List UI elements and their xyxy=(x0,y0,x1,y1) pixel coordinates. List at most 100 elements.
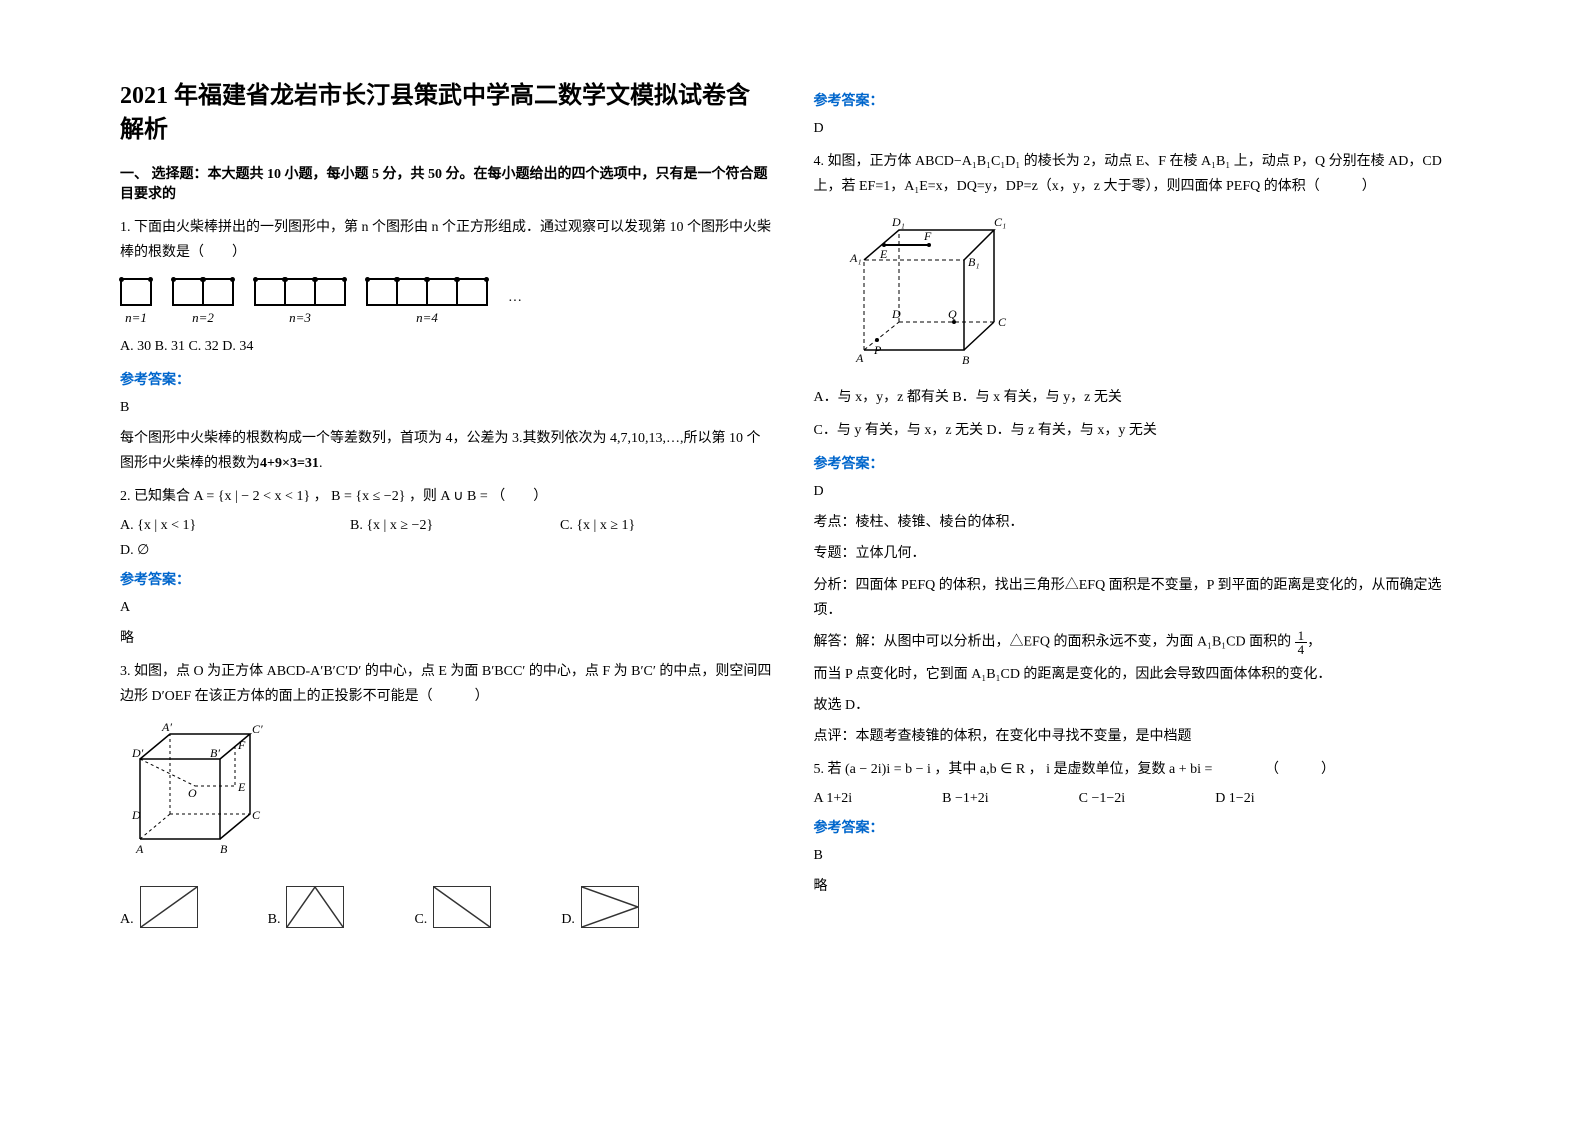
q4-fx: 分析：四面体 PEFQ 的体积，找出三角形△EFQ 面积是不变量，P 到平面的距… xyxy=(814,573,1468,623)
svg-text:C′: C′ xyxy=(252,722,263,736)
svg-text:B′: B′ xyxy=(210,746,220,760)
exam-page: 2021 年福建省龙岩市长汀县策武中学高二数学文模拟试卷含解析 一、 选择题：本… xyxy=(0,0,1587,1122)
svg-text:A₁: A₁ xyxy=(849,251,862,265)
q4-opts-cd: C．与 y 有关，与 x，z 无关 D．与 z 有关，与 x，y 无关 xyxy=(814,418,1468,443)
svg-text:E: E xyxy=(879,247,888,261)
svg-text:C₁: C₁ xyxy=(994,215,1006,229)
q5-opt-c: C −1−2i xyxy=(1079,791,1126,807)
right-column: 参考答案： D 4. 如图，正方体 ABCD−A₁B₁C₁D₁ 的棱长为 2，动… xyxy=(794,80,1488,1082)
q5-answer-body: 略 xyxy=(814,874,1468,899)
q1-options: A. 30 B. 31 C. 32 D. 34 xyxy=(120,334,774,359)
svg-text:C: C xyxy=(998,315,1007,329)
svg-text:O: O xyxy=(188,786,197,800)
left-column: 2021 年福建省龙岩市长汀县策武中学高二数学文模拟试卷含解析 一、 选择题：本… xyxy=(100,80,794,1082)
q2-options-row2: D. ∅ xyxy=(120,542,774,559)
q1-answer-letter: B xyxy=(120,395,774,420)
q2-set-b: B = {x ≤ −2} xyxy=(331,489,405,504)
svg-text:D: D xyxy=(131,808,141,822)
q1-answer-text: 每个图形中火柴棒的根数构成一个等差数列，首项为 4，公差为 3.其数列依次为 4… xyxy=(120,431,761,471)
q1-answer-body: 每个图形中火柴棒的根数构成一个等差数列，首项为 4，公差为 3.其数列依次为 4… xyxy=(120,426,774,476)
q1-answer-formula: 4+9×3=31 xyxy=(260,456,319,471)
q4-cube-figure: D₁ C₁ A₁ E F B₁ D Q C A P B xyxy=(844,210,1468,375)
q3-label-dp: D′ xyxy=(131,746,144,760)
q3-opt-b-label: B. xyxy=(268,912,281,928)
q3-cube-figure: D′ C′ A′ B′ F O E D C A B xyxy=(120,719,774,874)
svg-text:B₁: B₁ xyxy=(968,255,980,269)
q5-ab: a,b ∈ R xyxy=(980,762,1025,777)
q4-jd2: 而当 P 点变化时，它到面 A₁B₁CD 的距离是变化的，因此会导致四面体体积的… xyxy=(814,662,1468,687)
svg-text:D: D xyxy=(891,307,901,321)
q5-opt-a: A 1+2i xyxy=(814,791,853,807)
q4-jd-pre: 解答：解：从图中可以分析出，△EFQ 的面积永远不变，为面 A₁B₁CD 面积的 xyxy=(814,635,1292,650)
q2-opt-b: B. {x | x ≥ −2} xyxy=(350,518,530,534)
q5-opt-b: B −1+2i xyxy=(942,791,989,807)
q2-options-row1: A. {x | x < 1} B. {x | x ≥ −2} C. {x | x… xyxy=(120,518,774,534)
q2-answer-letter: A xyxy=(120,595,774,620)
q2-answer-body: 略 xyxy=(120,626,774,651)
q4-jd1: 解答：解：从图中可以分析出，△EFQ 的面积永远不变，为面 A₁B₁CD 面积的… xyxy=(814,629,1468,656)
q3-opt-b: B. xyxy=(268,886,345,928)
q5-mid2: ， i 是虚数单位，复数 xyxy=(1029,762,1169,777)
q2-pre: 2. 已知集合 xyxy=(120,489,194,504)
q4-zt: 专题：立体几何． xyxy=(814,541,1468,566)
q2-opt-d: D. ∅ xyxy=(120,542,149,559)
svg-text:P: P xyxy=(873,343,882,357)
q3-opt-a: A. xyxy=(120,886,198,928)
q1-figures: n=1 n=2 n=3 n=4 ··· xyxy=(120,278,774,326)
svg-text:B: B xyxy=(962,353,970,367)
svg-text:A′: A′ xyxy=(161,720,172,734)
q5-options: A 1+2i B −1+2i C −1−2i D 1−2i xyxy=(814,791,1468,807)
q1-fig-dots: ··· xyxy=(508,294,522,310)
q2-comma: ， xyxy=(314,489,328,504)
svg-text:E: E xyxy=(237,780,246,794)
q3-answer-label: 参考答案： xyxy=(814,90,1468,110)
q2-answer-label: 参考答案： xyxy=(120,569,774,589)
q3-opt-c: C. xyxy=(414,886,491,928)
q4-opts-ab: A．与 x，y，z 都有关 B．与 x 有关，与 y，z 无关 xyxy=(814,385,1468,410)
exam-title: 2021 年福建省龙岩市长汀县策武中学高二数学文模拟试卷含解析 xyxy=(120,80,774,147)
q2-post: ，则 A ∪ B = （ ） xyxy=(409,489,547,504)
svg-text:C: C xyxy=(252,808,261,822)
q5-pre: 5. 若 xyxy=(814,762,846,777)
q5-mid: ，其中 xyxy=(934,762,980,777)
q5-answer-label: 参考答案： xyxy=(814,817,1468,837)
svg-text:Q: Q xyxy=(948,307,957,321)
q1-text: 1. 下面由火柴棒拼出的一列图形中，第 n 个图形由 n 个正方形组成．通过观察… xyxy=(120,215,774,265)
q5-text: 5. 若 (a − 2i)i = b − i ，其中 a,b ∈ R ， i 是… xyxy=(814,757,1468,782)
q3-opt-c-label: C. xyxy=(414,912,427,928)
q4-jd-comma: ， xyxy=(1307,635,1321,650)
q3-opt-d-label: D. xyxy=(561,912,575,928)
q4-answer-letter: D xyxy=(814,479,1468,504)
q2-text: 2. 已知集合 A = {x | − 2 < x < 1} ， B = {x ≤… xyxy=(120,484,774,509)
q1-answer-label: 参考答案： xyxy=(120,369,774,389)
q5-eq: (a − 2i)i = b − i xyxy=(845,762,931,777)
svg-text:F: F xyxy=(237,738,246,752)
q3-opt-d: D. xyxy=(561,886,639,928)
q4-jd3: 故选 D． xyxy=(814,693,1468,718)
q5-expr: a + bi = xyxy=(1169,762,1212,777)
q1-fig-n2: n=2 xyxy=(172,278,234,326)
q4-dp: 点评：本题考查棱锥的体积，在变化中寻找不变量，是中档题 xyxy=(814,724,1468,749)
q5-post: （ ） xyxy=(1216,762,1335,777)
q3-projection-options: A. B. C. D. xyxy=(120,886,774,928)
svg-text:D₁: D₁ xyxy=(891,215,905,229)
q3-answer-letter: D xyxy=(814,116,1468,141)
q4-fraction: 14 xyxy=(1295,629,1308,656)
q4-kd: 考点：棱柱、棱锥、棱台的体积． xyxy=(814,510,1468,535)
q2-opt-c: C. {x | x ≥ 1} xyxy=(560,518,635,534)
q1-fig-n1: n=1 xyxy=(120,278,152,326)
q5-answer-letter: B xyxy=(814,843,1468,868)
svg-text:B: B xyxy=(220,842,228,856)
svg-text:A: A xyxy=(855,351,864,365)
q5-opt-d: D 1−2i xyxy=(1215,791,1254,807)
q3-opt-a-label: A. xyxy=(120,912,134,928)
q2-set-a: A = {x | − 2 < x < 1} xyxy=(194,489,311,504)
q1-fig-n3: n=3 xyxy=(254,278,346,326)
section-1-heading: 一、 选择题：本大题共 10 小题，每小题 5 分，共 50 分。在每小题给出的… xyxy=(120,163,774,203)
svg-text:A: A xyxy=(135,842,144,856)
q4-answer-label: 参考答案： xyxy=(814,453,1468,473)
q1-fig-n4: n=4 xyxy=(366,278,488,326)
q3-text: 3. 如图，点 O 为正方体 ABCD-A′B′C′D′ 的中心，点 E 为面 … xyxy=(120,659,774,709)
q2-opt-a: A. {x | x < 1} xyxy=(120,518,320,534)
q4-text: 4. 如图，正方体 ABCD−A₁B₁C₁D₁ 的棱长为 2，动点 E、F 在棱… xyxy=(814,149,1468,199)
